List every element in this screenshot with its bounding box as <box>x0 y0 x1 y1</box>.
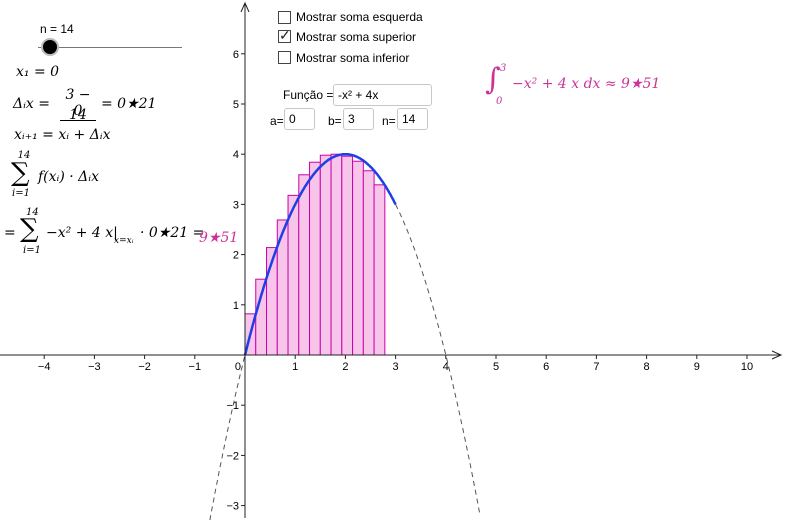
riemann-rect <box>330 153 343 356</box>
x-tick-label: −3 <box>88 361 101 373</box>
riemann-rect <box>287 194 300 356</box>
riemann-rect <box>255 278 268 356</box>
y-axis-arrow <box>240 1 250 13</box>
y-tick-label: −2 <box>226 450 239 462</box>
integral-sign: ∫ <box>485 62 501 97</box>
n-input[interactable]: 14 <box>397 108 428 130</box>
y-tick-label: −3 <box>226 501 239 513</box>
y-tick-label: 4 <box>233 149 239 161</box>
riemann-rect <box>341 155 354 356</box>
integral-lower: 0 <box>496 96 503 107</box>
sum2-upper: 14 <box>26 207 39 218</box>
sum2-prefix: = <box>4 225 16 241</box>
formula-dx-lhs: Δᵢx = <box>13 96 51 112</box>
riemann-rect <box>309 161 321 356</box>
n-label: n= <box>382 114 396 128</box>
sum2-lower: i=1 <box>23 245 41 256</box>
checkbox-soma-inferior-label[interactable]: Mostrar soma inferior <box>296 51 410 65</box>
checkbox-soma-esquerda[interactable] <box>278 11 291 24</box>
y-tick-label: 5 <box>233 99 239 111</box>
funcao-input[interactable]: -x² + 4x <box>333 84 432 106</box>
formula-dx-denominator: 14 <box>69 107 87 123</box>
x-axis-ticks: −4 −3 −2 −1 0 1 2 3 4 5 6 7 8 9 10 <box>38 355 753 373</box>
riemann-rect <box>352 160 364 356</box>
x-tick-label: 3 <box>393 361 399 373</box>
x-tick-label: 1 <box>292 361 298 373</box>
x-tick-label: 2 <box>342 361 348 373</box>
sum1-body: f(xᵢ) · Δᵢx <box>38 169 99 185</box>
x-axis-arrow <box>771 350 783 360</box>
sum2-subscript: x=xᵢ <box>114 236 134 246</box>
x-tick-label: 9 <box>694 361 700 373</box>
slider-n-handle[interactable] <box>43 40 57 54</box>
x-tick-label: 6 <box>543 361 549 373</box>
y-axis-ticks: 6 5 4 3 2 1 −1 −2 −3 <box>226 49 245 513</box>
x-tick-label: 8 <box>644 361 650 373</box>
x-tick-label: −2 <box>138 361 151 373</box>
formula-x1: x₁ = 0 <box>16 64 60 80</box>
sum2-sigma: ∑ <box>20 214 39 244</box>
sum1-lower: i=1 <box>12 188 30 199</box>
slider-n-label: n = 14 <box>40 22 74 36</box>
y-tick-label: 2 <box>233 250 239 262</box>
b-label: b= <box>328 114 342 128</box>
x-tick-label: 0 <box>235 361 241 373</box>
riemann-rect <box>362 170 375 356</box>
x-tick-label: −1 <box>189 361 202 373</box>
formula-xnext: xᵢ₊₁ = xᵢ + Δᵢx <box>14 127 111 143</box>
function-curve <box>243 152 397 356</box>
riemann-rect <box>298 174 311 356</box>
x-tick-label: 5 <box>493 361 499 373</box>
curve-outside-left <box>209 354 246 520</box>
x-tick-label: −4 <box>38 361 51 373</box>
sum1-sigma: ∑ <box>11 158 30 188</box>
checkbox-soma-inferior[interactable] <box>278 51 291 64</box>
riemann-rectangles <box>244 153 386 356</box>
riemann-rect <box>319 154 332 356</box>
y-tick-label: 3 <box>233 199 239 211</box>
curve-outside-right <box>395 204 481 517</box>
a-label: a= <box>270 114 284 128</box>
sum2-result: 9★51 <box>199 230 239 246</box>
y-tick-label: −1 <box>226 400 239 412</box>
y-tick-label: 6 <box>233 49 239 61</box>
funcao-label: Função = <box>283 88 334 102</box>
sum2-body: −x² + 4 x| <box>46 225 118 241</box>
x-tick-label: 4 <box>443 361 449 373</box>
formula-dx-rhs: = 0★21 <box>101 96 157 112</box>
riemann-rect <box>373 184 386 356</box>
y-tick-label: 1 <box>233 300 239 312</box>
x-tick-label: 7 <box>593 361 599 373</box>
integral-upper: 3 <box>500 63 507 74</box>
checkbox-soma-esquerda-label[interactable]: Mostrar soma esquerda <box>296 10 423 24</box>
sum2-tail: · 0★21 = <box>140 225 205 241</box>
formula-dx-numerator: 3 − 0 <box>60 87 96 121</box>
checkbox-soma-superior[interactable] <box>278 27 291 44</box>
slider-n-track[interactable] <box>38 47 182 48</box>
x-tick-label: 10 <box>741 361 753 373</box>
a-input[interactable]: 0 <box>284 108 315 130</box>
integral-body: −x² + 4 x dx ≈ 9★51 <box>512 76 661 92</box>
b-input[interactable]: 3 <box>343 108 374 130</box>
sum1-upper: 14 <box>17 150 31 161</box>
checkbox-soma-superior-label[interactable]: Mostrar soma superior <box>296 30 417 44</box>
